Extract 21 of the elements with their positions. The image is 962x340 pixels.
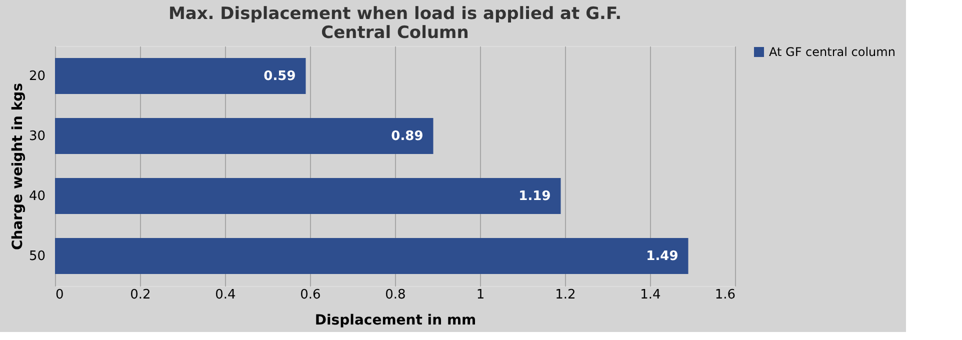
data-label: 0.59 [264,69,296,84]
legend-label: At GF central column [769,45,896,59]
y-tick-label: 30 [28,129,46,144]
x-tick-label: 1.2 [555,288,576,302]
x-tick-label: 1.6 [714,288,736,302]
data-label: 1.49 [646,249,678,264]
y-tick-label: 20 [28,69,46,84]
x-axis-title: Displacement in mm [314,312,476,328]
data-label: 1.19 [518,189,551,204]
x-tick-label: 0.8 [385,288,406,302]
y-axis-title: Charge weight in kgs [10,82,26,250]
x-tick-label: 0.2 [130,288,151,302]
x-tick-label: 0.4 [215,288,236,302]
data-label: 0.89 [391,129,424,144]
x-tick-label: 1.4 [640,288,661,302]
x-tick-label: 1 [476,288,485,302]
y-tick-label: 40 [28,189,46,204]
chart-title: Max. Displacement when load is applied at G.F. Central Column [168,4,622,43]
x-tick-label: 0 [56,288,64,302]
x-tick-label: 0.6 [300,288,321,302]
y-tick-label: 50 [28,249,46,264]
